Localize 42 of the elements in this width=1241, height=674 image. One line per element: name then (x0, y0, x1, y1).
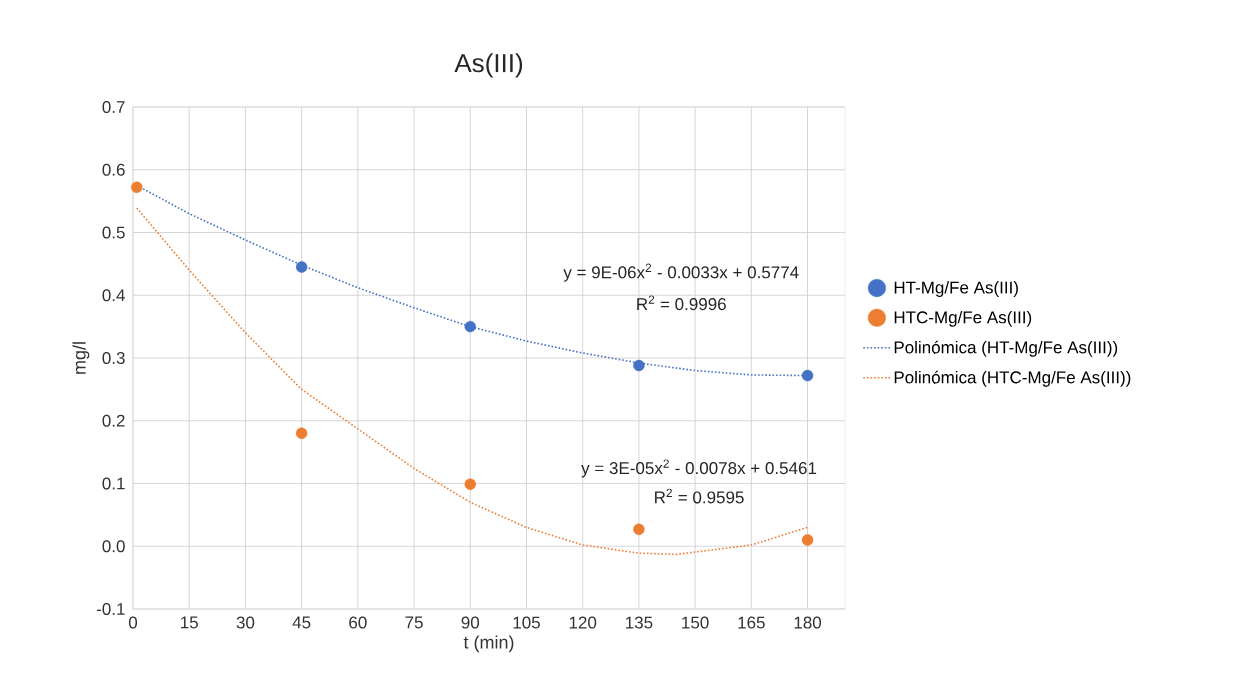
annotation: R$^{2}$ = 0.9595 (655, 488, 744, 504)
x-tick-label: 150 (682, 616, 709, 629)
x-tick-label: 15 (181, 616, 198, 629)
y-axis-title: mg/l (72, 342, 90, 374)
point (464, 320, 476, 333)
point (801, 534, 814, 546)
annotation: y = 9E-06x$^{2}$ - 0.0033x + 0.5774 (563, 263, 799, 282)
y-tick-label: 0.6 (102, 163, 125, 176)
x-tick-label: 45 (292, 616, 311, 629)
point (464, 478, 476, 490)
point (633, 359, 645, 372)
x-tick-label: 75 (405, 616, 423, 629)
legend-label: HT-Mg/Fe As(III) (894, 281, 1018, 297)
x-tick-label: 60 (349, 616, 367, 629)
x-tick-label: 120 (569, 616, 597, 629)
x-tick-label: 0 (128, 616, 138, 629)
y-tick-label: 0.5 (102, 226, 125, 239)
y-tick-label: 0.7 (102, 100, 125, 114)
chart-title: As(III) (454, 53, 523, 78)
y-tick-label: 0.4 (102, 289, 125, 302)
y-tick-label: -0.1 (96, 602, 125, 616)
x-tick-label: 180 (794, 616, 822, 629)
legend-label: Polinómica (HT-Mg/Fe As(III)) (894, 340, 1118, 357)
y-tick-label: 0.2 (102, 414, 125, 427)
x-tick-label: 30 (236, 616, 255, 629)
x-tick-label: 165 (738, 616, 765, 629)
legend-label: Polinómica (HTC-Mg/Fe As(III)) (894, 370, 1131, 387)
annotation: y = 3E-05x$^{2}$ - 0.0078x + 0.5461 (581, 459, 817, 478)
x-tick-label: 135 (626, 616, 653, 629)
point (801, 369, 814, 382)
x-tick-label: 90 (461, 616, 480, 629)
point (295, 261, 308, 273)
y-tick-label: 0.1 (102, 477, 125, 490)
point (295, 427, 308, 439)
point (131, 181, 143, 194)
x-axis-title: t (min) (463, 635, 514, 653)
point (633, 523, 645, 536)
legend-label: HTC-Mg/Fe As(III) (894, 310, 1032, 327)
y-tick-label: 0.3 (102, 351, 125, 365)
annotation: R$^{2}$ = 0.9996 (637, 295, 726, 311)
y-tick-label: 0.0 (102, 540, 125, 553)
x-tick-label: 105 (513, 616, 540, 629)
